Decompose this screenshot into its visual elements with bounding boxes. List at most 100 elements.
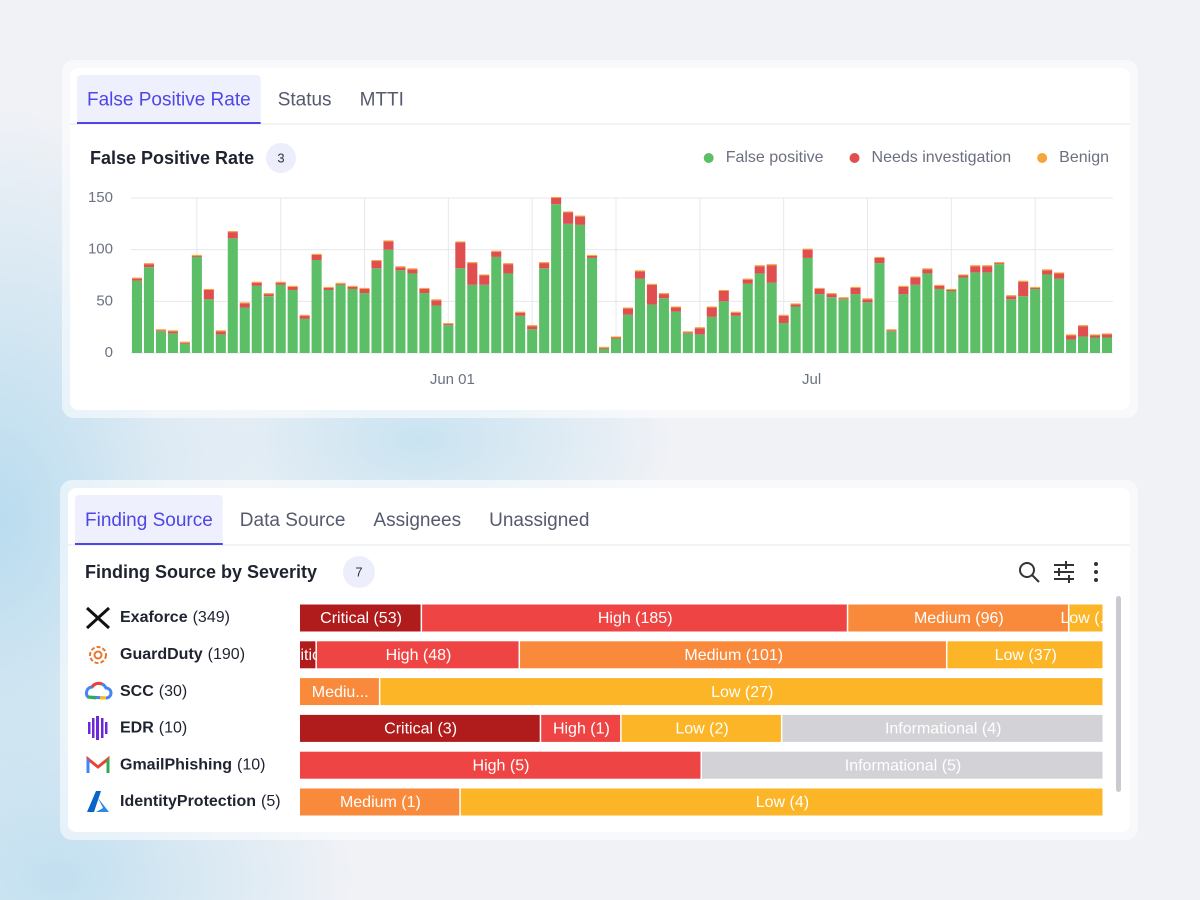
bar-segment <box>167 333 178 353</box>
scrollbar[interactable] <box>1116 596 1121 792</box>
bar-segment[interactable] <box>316 641 519 669</box>
bar-segment <box>563 223 574 353</box>
bar-segment <box>922 269 933 274</box>
bar-segment <box>718 301 729 353</box>
bar-segment <box>203 288 214 290</box>
bar-segment <box>203 289 214 300</box>
bar-segment <box>766 282 777 353</box>
bar-segment[interactable] <box>300 714 540 742</box>
tab[interactable]: Data Source <box>240 510 346 531</box>
bar-segment <box>754 273 765 353</box>
bar-segment[interactable] <box>300 678 379 706</box>
bar-segment <box>910 276 921 278</box>
bar-segment <box>1018 296 1029 353</box>
bar-segment <box>646 283 657 285</box>
segment-label: High (5) <box>473 757 530 774</box>
search-button[interactable] <box>1019 562 1040 583</box>
bar-segment <box>203 299 214 353</box>
bar-segment <box>227 238 238 353</box>
bar-segment[interactable] <box>520 641 946 669</box>
bar-segment[interactable] <box>300 641 316 669</box>
bar-segment <box>946 291 957 353</box>
bar-segment <box>694 328 705 335</box>
bar-segment <box>503 263 514 265</box>
source-total: (10) <box>159 720 187 737</box>
bar-segment <box>239 303 250 308</box>
source-icon <box>85 606 111 630</box>
bar-segment <box>742 279 753 284</box>
bar-segment <box>982 272 993 353</box>
bar-segment <box>790 306 801 353</box>
legend-marker <box>1037 153 1048 163</box>
chart-title: Finding Source by Severity <box>85 562 317 582</box>
bar-segment <box>802 257 813 353</box>
bar-segment <box>551 196 562 198</box>
bar-segment <box>958 274 969 276</box>
bar-segment <box>1101 333 1113 335</box>
bar-segment <box>143 264 154 268</box>
bar-segment <box>455 242 466 269</box>
filter-button[interactable] <box>1054 561 1074 583</box>
bar-segment[interactable] <box>300 788 460 816</box>
bar-segment <box>599 346 610 348</box>
bar-segment <box>694 334 705 353</box>
bar-segment[interactable] <box>300 604 421 632</box>
bar-segment[interactable] <box>848 604 1068 632</box>
bar-segment <box>479 274 490 276</box>
bar-segment <box>922 268 933 270</box>
tab[interactable]: False Positive Rate <box>87 90 251 111</box>
bar-segment <box>1042 274 1053 353</box>
bar-segment <box>263 296 274 353</box>
bar-segment <box>958 277 969 353</box>
bar-segment[interactable] <box>702 751 1103 779</box>
bar-segment <box>491 251 502 257</box>
bar-segment <box>1066 334 1077 336</box>
bar-segment <box>1078 325 1089 327</box>
bar-segment <box>335 283 346 285</box>
bar-segment <box>730 312 741 316</box>
bar-segment <box>1101 337 1113 353</box>
bar-segment[interactable] <box>621 714 781 742</box>
source-name: GuardDuty <box>120 646 203 663</box>
bar-segment <box>934 288 945 353</box>
bar-segment <box>694 327 705 329</box>
bar-segment <box>395 266 406 268</box>
bar-segment <box>395 270 406 353</box>
tab[interactable]: Unassigned <box>489 510 589 531</box>
bar-segment[interactable] <box>300 751 701 779</box>
bar-segment[interactable] <box>782 714 1103 742</box>
more-button[interactable] <box>1094 562 1098 582</box>
segment-label: Low (37) <box>995 647 1057 664</box>
bar-segment <box>287 286 298 290</box>
source-total: (30) <box>159 683 187 700</box>
bar-segment <box>742 278 753 280</box>
bar-segment[interactable] <box>1069 604 1103 632</box>
tab[interactable]: Assignees <box>373 510 461 531</box>
tab[interactable]: MTTI <box>360 90 404 111</box>
bar-segment <box>155 331 166 353</box>
bar-segment <box>443 323 454 325</box>
bar-segment <box>599 348 610 353</box>
bar-segment[interactable] <box>380 678 1103 706</box>
bar-segment <box>1078 336 1089 353</box>
tab[interactable]: Finding Source <box>85 510 213 531</box>
bar-segment <box>1030 287 1041 289</box>
bar-segment <box>227 231 238 233</box>
bar-segment[interactable] <box>460 788 1103 816</box>
bar-segment[interactable] <box>947 641 1103 669</box>
bar-segment[interactable] <box>541 714 621 742</box>
bar-segment <box>994 263 1005 265</box>
segment-label: High (1) <box>553 721 610 738</box>
bar-segment <box>622 314 634 353</box>
bar-segment <box>347 288 358 353</box>
segment-label: Informational (4) <box>885 721 1002 738</box>
bar-segment <box>970 272 981 353</box>
tab[interactable]: Status <box>278 90 332 111</box>
bar-segment <box>155 329 166 331</box>
bar-segment <box>1030 286 1041 288</box>
bar-segment <box>491 256 502 353</box>
bar-segment <box>311 260 322 353</box>
bar-segment <box>910 277 921 285</box>
bar-segment[interactable] <box>422 604 847 632</box>
